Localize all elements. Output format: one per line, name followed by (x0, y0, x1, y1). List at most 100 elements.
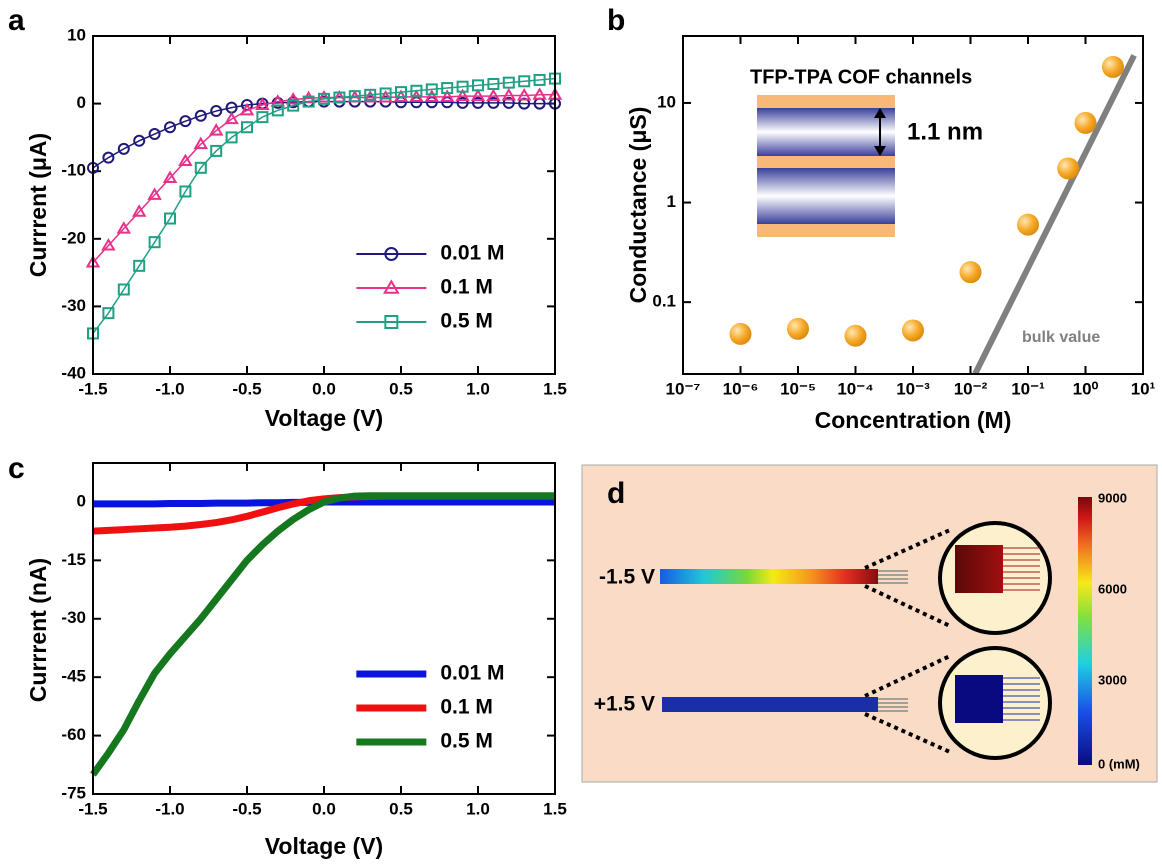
panel: c Voltage (V) Currrent (nA) -1.5 -1.0 -0.5 0.0… (8, 452, 567, 859)
data-point (532, 87, 547, 100)
nanochannels (1003, 677, 1040, 721)
data-point (147, 187, 162, 200)
data-point (501, 87, 517, 101)
y-tick-label: 10 (67, 25, 86, 44)
reservoir (955, 545, 1003, 593)
data-point (210, 105, 223, 118)
data-point (470, 88, 486, 102)
data-point (393, 89, 409, 102)
data-point (424, 89, 440, 102)
data-point (178, 153, 193, 167)
data-point (456, 80, 469, 93)
y-axis-label: Conductance (μS) (625, 107, 651, 304)
x-tick-label: 0.5 (389, 379, 413, 398)
data-point (1017, 213, 1039, 236)
data-point (502, 96, 515, 109)
x-tick-label: 10⁰ (1073, 379, 1099, 398)
data-point (439, 89, 455, 102)
legend-label: 0.5 M (440, 310, 493, 333)
data-point (164, 212, 176, 225)
channel-inset (757, 95, 895, 237)
data-point (486, 88, 501, 102)
x-tick-label: 1.5 (543, 799, 567, 818)
series-line (92, 77, 556, 334)
data-point (362, 90, 378, 103)
x-tick-label: 0.0 (312, 799, 336, 818)
x-tick-label: 0.5 (389, 799, 413, 818)
data-point (533, 73, 546, 86)
data-point (844, 324, 867, 347)
data-point (410, 84, 423, 97)
y-tick-label: -75 (61, 783, 86, 802)
legend-marker (384, 315, 399, 329)
data-point (441, 82, 454, 95)
data-point (787, 317, 809, 340)
x-axis-label: Voltage (V) (265, 405, 383, 431)
inset-title: TFP-TPA COF channels (750, 66, 972, 88)
data-point (502, 76, 515, 89)
data-point (902, 319, 924, 342)
plot-frame (92, 462, 556, 795)
plot-frame (682, 35, 1144, 375)
data-point (255, 97, 270, 110)
data-point (287, 99, 300, 112)
data-point (133, 134, 146, 147)
channel-bar (662, 697, 878, 712)
data-point (395, 86, 407, 99)
panel: b Concentration (M) Conductance (μS) 10⁻⁷ 10… (607, 4, 1156, 433)
data-point (959, 261, 982, 284)
x-tick-label: 0.0 (312, 379, 336, 398)
panel-label: d (607, 477, 625, 510)
y-tick-label: 0 (77, 491, 86, 510)
voltage-label: -1.5 V (599, 566, 655, 589)
panel-label: a (8, 4, 25, 37)
data-point (455, 88, 470, 102)
y-axis-label: Currrent (μA) (25, 133, 51, 277)
x-tick-label: 10⁻⁷ (666, 379, 701, 398)
data-point (285, 92, 301, 105)
x-tick-label: 1.0 (466, 799, 490, 818)
data-point (1057, 157, 1080, 180)
legend-marker (384, 247, 399, 261)
x-tick-label: -1.5 (78, 379, 107, 398)
x-tick-label: 10¹ (1131, 379, 1156, 398)
x-tick-label: 10⁻⁵ (780, 379, 816, 398)
y-tick-label: -30 (61, 296, 86, 315)
data-point (256, 111, 269, 124)
x-tick-label: 1.0 (466, 379, 490, 398)
data-point (241, 121, 253, 134)
panel-d: d -1.5 V +1.5 V 9000 6000 3000 0 (mM) (581, 464, 1158, 783)
data-point (102, 151, 115, 164)
y-tick-label: -45 (61, 667, 86, 686)
data-point (516, 87, 532, 101)
legend-label: 0.01 M (440, 662, 504, 685)
data-point (472, 96, 484, 109)
data-point (318, 92, 330, 105)
x-tick-label: 1.5 (543, 379, 567, 398)
y-axis-label: Currrent (nA) (25, 558, 51, 702)
data-point (425, 83, 438, 96)
panel-label: b (607, 4, 625, 37)
x-tick-label: -1.0 (155, 799, 184, 818)
data-point (1074, 111, 1097, 134)
colorbar-label: 9000 (1098, 490, 1127, 505)
data-point (487, 77, 500, 90)
legend-label: 0.1 M (440, 276, 493, 299)
panel-background (581, 464, 1158, 783)
data-point (379, 87, 392, 100)
y-tick-label: 10 (657, 92, 676, 111)
data-point (239, 102, 255, 116)
series-line (92, 100, 555, 169)
data-point (456, 96, 469, 109)
data-point (101, 238, 116, 251)
data-point (179, 115, 192, 128)
data-point (133, 259, 146, 272)
annotation: 1.1 nm (907, 118, 983, 145)
data-point (208, 123, 224, 136)
legend-label: 0.01 M (440, 242, 504, 265)
legend-label: 0.5 M (440, 730, 493, 753)
trend-label: bulk value (1022, 329, 1100, 346)
data-point (102, 307, 115, 320)
x-axis-label: Concentration (M) (815, 407, 1012, 433)
